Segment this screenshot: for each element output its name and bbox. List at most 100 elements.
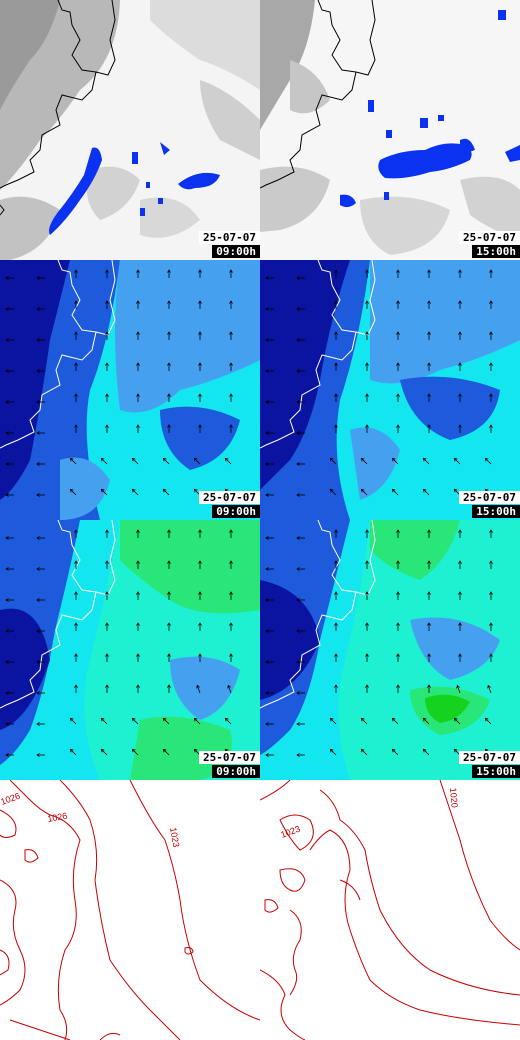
precip-map bbox=[0, 0, 260, 260]
wind-arrow-head bbox=[265, 431, 269, 435]
wind-arrow-head bbox=[458, 622, 462, 626]
wind-arrow-head bbox=[365, 529, 369, 533]
wind-arrow-head bbox=[458, 653, 462, 657]
precip-cell bbox=[378, 143, 472, 179]
wind-arrow-head bbox=[198, 529, 202, 533]
wind-arrow-head bbox=[36, 753, 40, 757]
wind-arrow-head bbox=[229, 331, 233, 335]
isobar-label: 1020 bbox=[448, 787, 460, 808]
precip-cell bbox=[420, 118, 428, 128]
wind-speed-zone bbox=[370, 520, 460, 580]
wind-arrow-head bbox=[334, 653, 338, 657]
panel-time: 09:00h bbox=[212, 765, 260, 778]
wind-arrow-head bbox=[489, 393, 493, 397]
wind-arrow-head bbox=[265, 276, 269, 280]
wind-arrow-head bbox=[296, 722, 300, 726]
wind-arrow-head bbox=[5, 338, 9, 342]
wind-arrow bbox=[194, 458, 201, 465]
precip-cell bbox=[340, 194, 356, 208]
wind-arrow bbox=[70, 458, 77, 465]
wind-arrow-head bbox=[198, 331, 202, 335]
wind-arrow-head bbox=[265, 493, 269, 497]
wind-arrow-head bbox=[396, 331, 400, 335]
wind-arrow bbox=[330, 489, 337, 496]
wind-arrow-head bbox=[100, 717, 105, 722]
state-border bbox=[95, 520, 116, 596]
wind-arrow-head bbox=[489, 653, 493, 657]
wind-arrow-head bbox=[265, 462, 269, 466]
wind-arrow-head bbox=[489, 300, 493, 304]
wind-arrow-head bbox=[105, 362, 109, 366]
wind-arrow-head bbox=[329, 488, 334, 493]
coastline bbox=[0, 204, 5, 216]
isobar-line bbox=[439, 780, 520, 951]
wind-arrow bbox=[392, 749, 399, 756]
wind-arrow-head bbox=[162, 717, 167, 722]
wind-arrow-head bbox=[167, 362, 171, 366]
wind-arrow-head bbox=[360, 748, 365, 753]
wind-arrow bbox=[330, 749, 337, 756]
wind-arrow-head bbox=[391, 488, 396, 493]
wind-arrow-head bbox=[296, 629, 300, 633]
wind-arrow-head bbox=[396, 362, 400, 366]
wind-arrow-head bbox=[427, 424, 431, 428]
wind-arrow bbox=[487, 685, 492, 694]
wind-arrow-head bbox=[36, 369, 40, 373]
wind-arrow-head bbox=[365, 591, 369, 595]
wind-arrow-head bbox=[5, 400, 9, 404]
wind-arrow-head bbox=[365, 684, 369, 688]
wind-arrow-head bbox=[167, 529, 171, 533]
wind-arrow-head bbox=[167, 269, 171, 273]
wind-arrow-head bbox=[36, 307, 40, 311]
wind-arrow-head bbox=[74, 300, 78, 304]
wind-arrow bbox=[163, 489, 170, 496]
wind-arrow-head bbox=[458, 591, 462, 595]
wind-arrow-head bbox=[5, 536, 9, 540]
wind-arrow-head bbox=[131, 457, 136, 462]
wind-arrow-head bbox=[136, 362, 140, 366]
wind-arrow-head bbox=[334, 362, 338, 366]
wind-arrow-head bbox=[196, 684, 200, 689]
wind-arrow-head bbox=[131, 717, 136, 722]
wind-arrow-head bbox=[167, 591, 171, 595]
wind-arrow-head bbox=[489, 591, 493, 595]
coastline bbox=[260, 520, 357, 709]
isobar-line bbox=[129, 780, 260, 1021]
wind-arrow-head bbox=[296, 431, 300, 435]
wind-arrow-head bbox=[5, 431, 9, 435]
wind-arrow-head bbox=[193, 488, 198, 493]
wind-arrow-head bbox=[453, 748, 458, 753]
isobar-line bbox=[279, 868, 306, 892]
wind-arrow-head bbox=[453, 488, 458, 493]
wind-arrow-head bbox=[198, 424, 202, 428]
wind-arrow-head bbox=[458, 529, 462, 533]
panel-date: 25-07-07 bbox=[459, 491, 520, 504]
precip-cell bbox=[132, 152, 138, 164]
wind-arrow-head bbox=[74, 331, 78, 335]
wind-arrow-head bbox=[265, 629, 269, 633]
wind-arrow bbox=[392, 718, 399, 725]
wind-arrow-head bbox=[5, 276, 9, 280]
precip-panel-1500: 25-07-07 15:00h bbox=[260, 0, 520, 260]
wind-arrow bbox=[423, 489, 430, 496]
wind-arrow-head bbox=[391, 748, 396, 753]
wind-arrow-head bbox=[36, 338, 40, 342]
wind-arrow-head bbox=[427, 393, 431, 397]
wind-arrow-head bbox=[458, 560, 462, 564]
wind-arrow-head bbox=[296, 598, 300, 602]
wind-arrow-head bbox=[365, 393, 369, 397]
isobar-map: 1023 1020 bbox=[260, 780, 520, 1040]
wind-arrow-head bbox=[74, 560, 78, 564]
wind-arrow-head bbox=[427, 331, 431, 335]
panel-time: 15:00h bbox=[472, 505, 520, 518]
wind-arrow-head bbox=[453, 457, 458, 462]
wind-arrow-head bbox=[391, 717, 396, 722]
wind-arrow-head bbox=[5, 369, 9, 373]
wind-arrow bbox=[70, 489, 77, 496]
wind-arrow-head bbox=[334, 560, 338, 564]
wind-arrow-head bbox=[360, 488, 365, 493]
wind-arrow-head bbox=[229, 622, 233, 626]
wind-arrow-head bbox=[5, 307, 9, 311]
wind-arrow-head bbox=[100, 748, 105, 753]
